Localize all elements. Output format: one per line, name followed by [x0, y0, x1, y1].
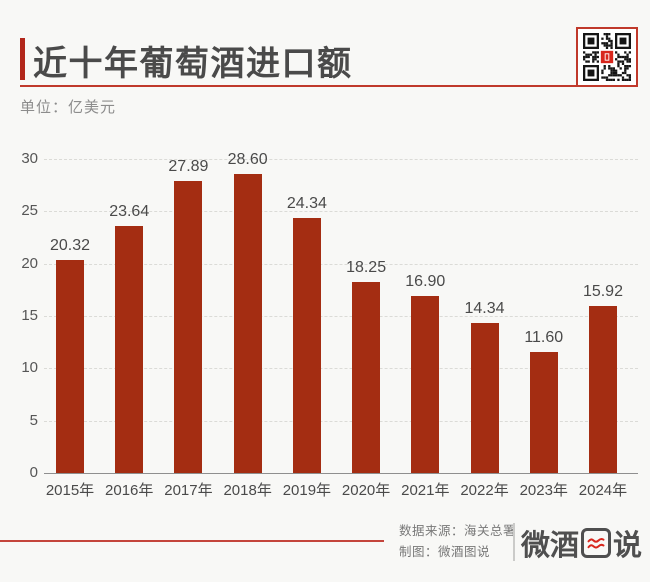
- y-tick-label-30: 30: [21, 150, 38, 167]
- x-tick-label-2018年: 2018年: [223, 482, 272, 499]
- y-tick-label-5: 5: [29, 411, 38, 429]
- footer-divider: [513, 523, 515, 561]
- brand-logo: 微酒 说: [521, 524, 642, 562]
- x-tick-label-2019年: 2019年: [282, 482, 332, 499]
- gridline-15: [44, 316, 638, 317]
- x-axis-line: [44, 473, 638, 474]
- x-tick-label-2020年: 2020年: [341, 482, 391, 499]
- title-underline: [20, 85, 577, 87]
- bar-value-label-2020年: 18.25: [346, 258, 387, 276]
- bar-2016年: [115, 225, 144, 473]
- title-accent-bar: [20, 38, 25, 80]
- bar-value-label-2016年: 23.64: [109, 202, 150, 220]
- bar-2018年: [233, 173, 262, 473]
- footer-accent-line: [0, 540, 384, 542]
- bar-2024年: [588, 306, 617, 473]
- bar-value-label-2017年: 27.89: [168, 158, 209, 176]
- bar-value-label-2018年: 28.60: [227, 150, 268, 168]
- y-tick-label-25: 25: [21, 202, 38, 220]
- y-tick-label-20: 20: [21, 254, 38, 272]
- gridline-5: [44, 420, 638, 422]
- qr-code-icon: [583, 33, 631, 81]
- x-tick-label-2015年: 2015年: [45, 482, 95, 499]
- x-tick-label-2024年: 2024年: [578, 482, 628, 499]
- unit-label: 单位：亿美元: [20, 99, 117, 116]
- bar-2020年: [352, 281, 381, 473]
- brand-logo-prefix: 微酒: [521, 530, 580, 562]
- y-tick-label-15: 15: [21, 307, 38, 324]
- brand-logo-suffix: 说: [613, 530, 643, 562]
- bar-value-label-2022年: 14.34: [464, 299, 505, 317]
- bar-2023年: [529, 351, 558, 473]
- gridline-30: [44, 159, 638, 160]
- bar-value-label-2015年: 20.32: [49, 237, 91, 255]
- bar-value-label-2024年: 15.92: [582, 283, 623, 301]
- qr-code-frame: [576, 27, 638, 87]
- x-tick-label-2023年: 2023年: [519, 482, 568, 499]
- bar-value-label-2019年: 24.34: [286, 195, 327, 213]
- bar-2021年: [411, 296, 440, 473]
- bar-2022年: [470, 322, 499, 473]
- chart-credit-text: 制图：微酒图说: [399, 545, 491, 559]
- data-source-text: 数据来源：海关总署: [399, 524, 517, 538]
- gridline-20: [44, 263, 638, 265]
- bar-2017年: [174, 181, 203, 473]
- x-tick-label-2021年: 2021年: [401, 482, 450, 499]
- x-tick-label-2022年: 2022年: [460, 482, 509, 499]
- bar-2019年: [292, 218, 321, 473]
- x-tick-label-2016年: 2016年: [105, 482, 154, 499]
- bar-2015年: [56, 260, 84, 473]
- y-tick-label-0: 0: [29, 464, 38, 481]
- x-tick-label-2017年: 2017年: [164, 482, 213, 499]
- bar-value-label-2021年: 16.90: [405, 273, 446, 291]
- gridline-10: [44, 368, 638, 370]
- page-title: 近十年葡萄酒进口额: [33, 45, 353, 83]
- gridline-25: [44, 211, 638, 213]
- bar-value-label-2023年: 11.60: [524, 328, 564, 346]
- footer-credits: 数据来源：海关总署 制图：微酒图说: [399, 521, 516, 563]
- logo-wave-icon: [581, 528, 612, 558]
- y-tick-label-10: 10: [21, 359, 38, 377]
